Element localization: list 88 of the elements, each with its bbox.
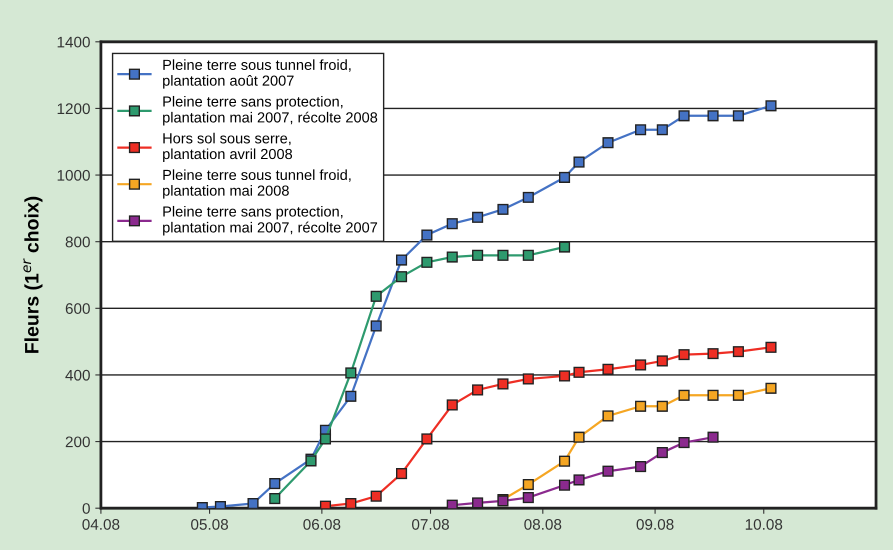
point (522, 250, 534, 261)
point (602, 137, 614, 148)
point (558, 370, 570, 382)
point (396, 271, 408, 282)
point (421, 256, 432, 268)
y-tick-label: 1200 (58, 103, 90, 114)
point (656, 355, 668, 367)
point (558, 241, 570, 253)
point (396, 254, 408, 266)
point (558, 480, 570, 491)
point (558, 456, 570, 467)
legend-label: Pleine terre sous tunnel froid, plantation août 2007 (163, 59, 351, 89)
point (678, 110, 690, 122)
point (522, 478, 534, 490)
point (269, 492, 280, 504)
point (678, 390, 690, 401)
point (421, 229, 432, 241)
point (656, 447, 668, 458)
point (472, 250, 484, 261)
point (247, 498, 259, 508)
y-axis-title: Fleurs (1$^{er}$ choix) (23, 196, 42, 353)
point (635, 359, 646, 371)
x-tick-label: 06.08 (303, 519, 340, 530)
y-tick-label: 800 (66, 236, 90, 248)
point (370, 490, 382, 502)
point (573, 474, 585, 486)
x-tick-label: 10.08 (746, 519, 782, 530)
point (345, 390, 356, 402)
point (558, 172, 570, 183)
point (732, 110, 744, 122)
x-tick-label: 05.08 (191, 519, 228, 530)
x-tick-label: 08.08 (524, 519, 562, 530)
point (573, 432, 585, 443)
point (732, 390, 744, 401)
point (656, 124, 668, 136)
point (522, 492, 534, 504)
y-tick-label: 600 (66, 303, 90, 314)
y-tick-label: 400 (65, 370, 90, 381)
legend-label: Pleine terre sous tunnel froid, plantation mai 2008 (163, 169, 351, 199)
point (635, 461, 646, 472)
point (732, 346, 744, 358)
point (707, 110, 719, 122)
point (602, 410, 614, 422)
y-tick-label: 200 (66, 436, 90, 448)
point (656, 400, 668, 412)
point (765, 382, 777, 394)
point (345, 367, 356, 378)
point (573, 366, 585, 378)
point (707, 348, 719, 360)
point (446, 500, 458, 508)
point (573, 156, 585, 168)
point (446, 218, 458, 230)
point (396, 468, 408, 480)
point (446, 251, 458, 263)
point (345, 498, 356, 508)
point (320, 433, 332, 444)
point (707, 432, 719, 443)
point (446, 399, 458, 410)
point (765, 342, 777, 353)
point (602, 466, 614, 477)
y-tick-label: 1000 (58, 170, 90, 181)
point (602, 364, 614, 375)
point (678, 437, 690, 448)
point (497, 250, 509, 261)
point (635, 400, 646, 412)
legend-label: Pleine terre sans protection, plantation mai 2007, récolte 2008 (163, 96, 378, 126)
point (472, 384, 484, 396)
legend-label: Hors sol sous serre, plantation avril 2008 (163, 132, 292, 162)
point (678, 349, 690, 360)
point (370, 290, 382, 302)
point (497, 204, 509, 215)
y-tick-label: 0 (82, 503, 90, 514)
x-tick-label: 04.08 (82, 519, 120, 530)
point (370, 320, 382, 332)
point (522, 373, 534, 384)
x-tick-label: 07.08 (412, 519, 449, 530)
point (421, 433, 432, 444)
point (522, 192, 534, 203)
point (635, 124, 646, 136)
y-tick-label: 1400 (58, 36, 90, 48)
point (472, 212, 484, 223)
legend-label: Pleine terre sans protection, plantation mai 2007, récolte 2007 (163, 206, 378, 236)
point (472, 497, 484, 508)
point (707, 390, 719, 401)
point (269, 478, 280, 490)
x-tick-label: 09.08 (636, 519, 674, 530)
point (497, 378, 509, 390)
point (765, 100, 777, 112)
